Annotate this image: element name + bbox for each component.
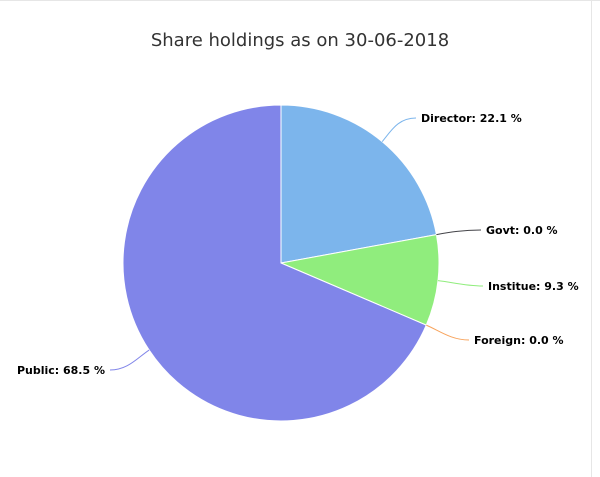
data-label-public: Public: 68.5 % [17, 364, 105, 377]
connector-foreign [426, 324, 470, 341]
pie-slice-director[interactable] [280, 104, 438, 264]
connector-govt [436, 229, 482, 236]
data-label-director: Director: 22.1 % [421, 112, 522, 125]
data-label-govt: Govt: 0.0 % [486, 224, 558, 237]
right-border [591, 0, 592, 477]
connector-public [109, 349, 150, 371]
data-label-foreign: Foreign: 0.0 % [474, 334, 564, 347]
pie-slice-public[interactable] [122, 104, 427, 422]
top-border [0, 0, 600, 1]
chart-title: Share holdings as on 30-06-2018 [150, 30, 450, 51]
pie-slice-institue[interactable] [279, 234, 440, 326]
connector-director [381, 117, 417, 142]
connector-institue [437, 280, 484, 287]
data-label-institue: Institue: 9.3 % [488, 280, 579, 293]
